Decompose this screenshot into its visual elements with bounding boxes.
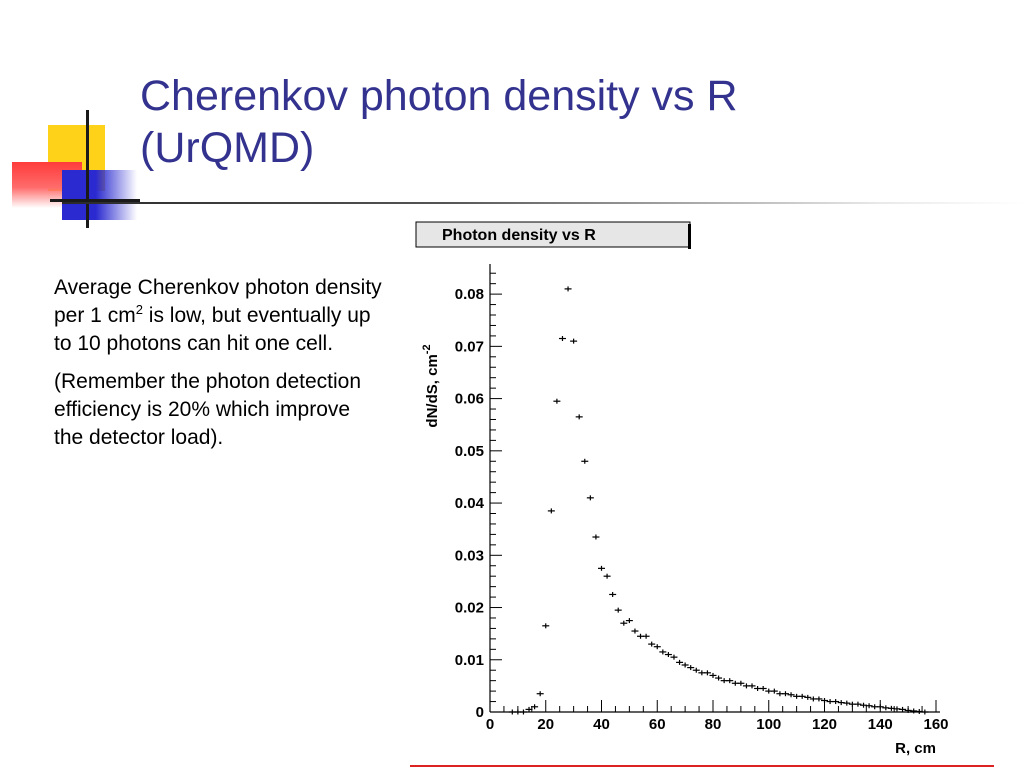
data-point (603, 573, 611, 579)
y-tick-label: 0.07 (455, 338, 484, 355)
data-point (798, 693, 806, 699)
y-tick-label: 0.08 (455, 286, 484, 303)
data-point (642, 633, 650, 639)
photon-density-chart: Photon density vs R dN/dS, cm-2 R, cm 0 2… (415, 221, 949, 757)
data-point (770, 688, 778, 694)
data-point (854, 701, 862, 707)
slide-title-line1: Cherenkov photon density vs R (140, 72, 738, 120)
data-point (821, 698, 828, 704)
y-tick-label: 0.03 (455, 547, 484, 564)
data-point (815, 696, 823, 702)
data-point (536, 691, 544, 697)
y-tick-label: 0.04 (455, 495, 485, 512)
data-point (664, 652, 672, 658)
data-point (804, 694, 812, 700)
panel-bottom-border (410, 765, 994, 767)
data-point (703, 670, 711, 676)
data-point (609, 591, 617, 597)
data-point (598, 565, 605, 571)
data-point (620, 620, 628, 626)
data-point (843, 700, 851, 706)
slide-logo-decoration (0, 0, 160, 240)
y-axis-label-superscript: -2 (421, 344, 433, 354)
slide-title-line2: (UrQMD) (140, 124, 315, 172)
y-axis-label-main: dN/dS, cm (424, 354, 441, 427)
x-tick-label: 40 (593, 716, 610, 733)
data-point (625, 618, 633, 624)
y-axis-label: dN/dS, cm-2 (421, 344, 441, 427)
y-tick-label: 0.01 (455, 652, 484, 669)
body-p1-text: Average Cherenkov photon density per 1 c… (54, 276, 382, 327)
data-point (631, 628, 639, 634)
logo-horizontal-line (50, 199, 140, 202)
data-point (553, 398, 561, 404)
chart-title: Photon density vs R (442, 227, 596, 244)
data-point (687, 665, 695, 671)
data-point (865, 703, 873, 709)
body-p1-superscript: 2 (135, 302, 143, 317)
data-point (676, 659, 684, 665)
body-p1-rest: is low, but eventually up to 10 photons … (54, 304, 371, 355)
data-point (564, 286, 572, 292)
chart-data-points (508, 286, 929, 715)
slide-title: Cherenkov photon density vs R (UrQMD) (140, 70, 1000, 174)
data-point (781, 691, 789, 697)
data-point (759, 685, 767, 691)
data-point (531, 704, 539, 710)
x-tick-label: 0 (486, 716, 494, 733)
x-tick-label: 140 (868, 716, 893, 733)
x-tick-label: 20 (537, 716, 554, 733)
x-tick-label: 60 (649, 716, 666, 733)
data-point (519, 709, 527, 715)
data-point (832, 699, 840, 705)
data-point (614, 607, 622, 613)
data-point (558, 336, 566, 342)
data-point (670, 654, 678, 660)
data-point (525, 706, 533, 712)
data-point (570, 338, 578, 344)
y-tick-label: 0.06 (455, 391, 484, 408)
y-tick-label: 0.02 (455, 600, 484, 617)
x-axis-label: R, cm (895, 740, 936, 757)
data-point (726, 678, 734, 684)
data-point (787, 692, 795, 698)
chart-panel: Photon density vs R dN/dS, cm-2 R, cm 0 2… (410, 216, 994, 768)
data-point (542, 623, 550, 629)
title-underline (62, 202, 1024, 204)
chart-title-box-shadow (688, 224, 691, 249)
data-point (586, 495, 594, 501)
body-paragraph-2: (Remember the photon detection efficienc… (54, 370, 362, 449)
x-tick-label: 160 (923, 716, 948, 733)
data-point (659, 649, 667, 655)
data-point (876, 704, 884, 710)
data-point (709, 672, 717, 678)
data-point (648, 641, 656, 647)
data-point (575, 414, 583, 420)
data-point (581, 458, 589, 464)
y-tick-label: 0.05 (455, 443, 484, 460)
data-point (748, 683, 756, 689)
data-point (715, 675, 723, 681)
data-point (547, 508, 555, 514)
logo-vertical-line (86, 110, 89, 228)
data-point (592, 534, 600, 540)
data-point (692, 667, 700, 673)
x-tick-label: 120 (812, 716, 837, 733)
y-tick-label: 0 (476, 704, 484, 721)
body-paragraph-1: Average Cherenkov photon density per 1 c… (54, 274, 384, 358)
x-tick-label: 80 (705, 716, 722, 733)
chart-axes: 0 20 40 60 80 100 120 140 160 0 0.01 0.02 0.03 0.04 0.… (455, 264, 949, 733)
data-point (737, 680, 745, 686)
data-point (681, 662, 689, 668)
x-tick-label: 100 (756, 716, 781, 733)
slide-body-text: Average Cherenkov photon density per 1 c… (54, 274, 384, 462)
data-point (899, 706, 907, 712)
data-point (921, 709, 929, 715)
logo-blue-block (62, 170, 137, 220)
data-point (653, 644, 661, 650)
